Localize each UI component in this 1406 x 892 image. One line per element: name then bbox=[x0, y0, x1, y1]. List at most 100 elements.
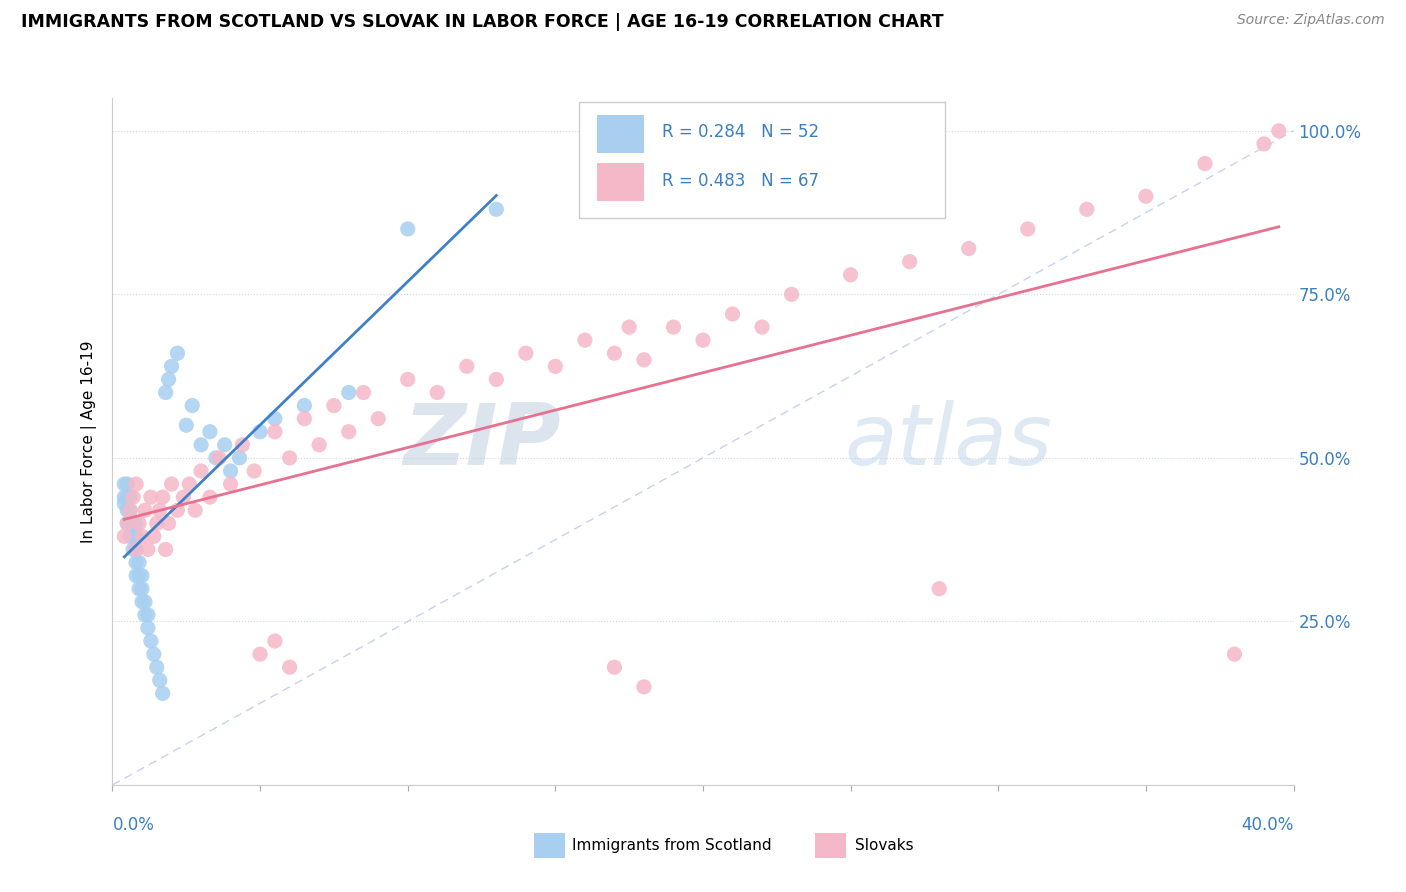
Point bbox=[120, 490, 142, 504]
Point bbox=[120, 516, 142, 531]
Point bbox=[157, 516, 180, 531]
Text: R = 0.483   N = 67: R = 0.483 N = 67 bbox=[662, 171, 818, 189]
Point bbox=[1268, 124, 1291, 138]
Text: IMMIGRANTS FROM SCOTLAND VS SLOVAK IN LABOR FORCE | AGE 16-19 CORRELATION CHART: IMMIGRANTS FROM SCOTLAND VS SLOVAK IN LA… bbox=[21, 13, 943, 31]
Point bbox=[367, 411, 389, 425]
Point bbox=[181, 399, 204, 413]
Point bbox=[136, 621, 159, 635]
Point bbox=[485, 372, 508, 386]
Point bbox=[1076, 202, 1098, 217]
Point bbox=[112, 490, 135, 504]
Point bbox=[131, 582, 153, 596]
Point bbox=[544, 359, 567, 374]
Point bbox=[337, 385, 360, 400]
Point bbox=[128, 516, 150, 531]
Point bbox=[149, 503, 172, 517]
Point bbox=[264, 634, 287, 648]
Point bbox=[112, 497, 135, 511]
Point bbox=[128, 582, 150, 596]
Point bbox=[160, 359, 183, 374]
Point bbox=[249, 425, 271, 439]
Point bbox=[603, 660, 626, 674]
Point bbox=[131, 595, 153, 609]
Point bbox=[243, 464, 266, 478]
Point bbox=[228, 450, 250, 465]
Point bbox=[515, 346, 537, 360]
Point bbox=[117, 477, 138, 491]
Point bbox=[142, 529, 165, 543]
Point bbox=[146, 660, 169, 674]
Point bbox=[456, 359, 478, 374]
Point bbox=[155, 542, 177, 557]
Point bbox=[117, 516, 138, 531]
Point bbox=[142, 647, 165, 661]
Point bbox=[219, 464, 242, 478]
Point bbox=[134, 607, 156, 622]
Point bbox=[198, 425, 221, 439]
Point bbox=[117, 516, 138, 531]
Point bbox=[1194, 156, 1216, 170]
Point bbox=[396, 372, 419, 386]
Point bbox=[157, 372, 180, 386]
Point bbox=[1223, 647, 1246, 661]
Point bbox=[125, 516, 148, 531]
Point bbox=[125, 529, 148, 543]
Y-axis label: In Labor Force | Age 16-19: In Labor Force | Age 16-19 bbox=[80, 340, 97, 543]
Point bbox=[619, 320, 641, 334]
Point bbox=[219, 477, 242, 491]
Point bbox=[278, 660, 301, 674]
Point bbox=[120, 503, 142, 517]
Point bbox=[574, 333, 596, 347]
Point bbox=[633, 352, 655, 367]
Point bbox=[128, 568, 150, 582]
Point bbox=[264, 425, 287, 439]
Point bbox=[264, 411, 287, 425]
Text: Slovaks: Slovaks bbox=[855, 838, 914, 853]
Point bbox=[231, 438, 253, 452]
Point bbox=[633, 680, 655, 694]
Point bbox=[136, 607, 159, 622]
Point bbox=[721, 307, 744, 321]
Text: Immigrants from Scotland: Immigrants from Scotland bbox=[572, 838, 772, 853]
Text: atlas: atlas bbox=[845, 400, 1053, 483]
Point bbox=[1253, 136, 1275, 151]
Point bbox=[134, 503, 156, 517]
Point bbox=[898, 254, 921, 268]
Point bbox=[292, 399, 315, 413]
Point bbox=[396, 222, 419, 236]
Point bbox=[139, 490, 162, 504]
Point bbox=[125, 542, 148, 557]
Point bbox=[278, 450, 301, 465]
Point bbox=[957, 242, 980, 256]
Point bbox=[146, 516, 169, 531]
Point bbox=[120, 529, 142, 543]
Point bbox=[1017, 222, 1039, 236]
Point bbox=[131, 529, 153, 543]
Point bbox=[323, 399, 346, 413]
Point bbox=[136, 542, 159, 557]
Point bbox=[662, 320, 685, 334]
Point bbox=[172, 490, 194, 504]
Point bbox=[485, 202, 508, 217]
Point bbox=[1135, 189, 1157, 203]
Text: 0.0%: 0.0% bbox=[112, 816, 155, 834]
Point bbox=[751, 320, 773, 334]
Point bbox=[155, 385, 177, 400]
Point bbox=[125, 556, 148, 570]
Point bbox=[337, 425, 360, 439]
Point bbox=[928, 582, 950, 596]
Point bbox=[125, 542, 148, 557]
Point bbox=[166, 503, 188, 517]
Point bbox=[692, 333, 714, 347]
Point bbox=[128, 556, 150, 570]
Text: Source: ZipAtlas.com: Source: ZipAtlas.com bbox=[1237, 13, 1385, 28]
Point bbox=[205, 450, 228, 465]
Point bbox=[112, 477, 135, 491]
Point bbox=[160, 477, 183, 491]
Text: R = 0.284   N = 52: R = 0.284 N = 52 bbox=[662, 123, 818, 142]
Point bbox=[117, 503, 138, 517]
Point bbox=[152, 686, 174, 700]
Point bbox=[208, 450, 231, 465]
Point bbox=[214, 438, 236, 452]
Point bbox=[122, 529, 145, 543]
